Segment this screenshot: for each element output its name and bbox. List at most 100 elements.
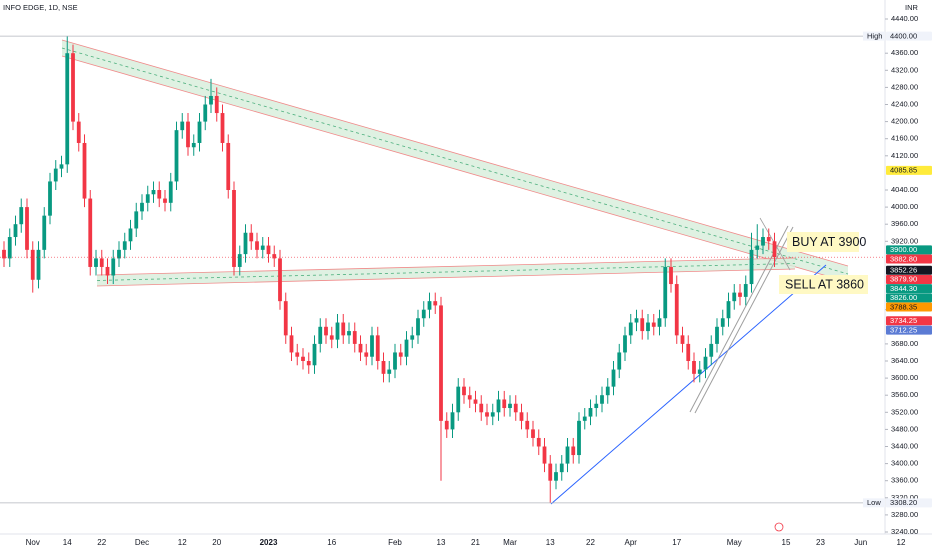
price-badge-name-box [863, 498, 885, 508]
price-badge [886, 316, 932, 326]
candle-body [755, 245, 760, 250]
x-tick-label: 17 [672, 538, 681, 547]
y-tick-label: 3520.00 [891, 407, 918, 416]
y-tick-label: 3960.00 [891, 219, 918, 228]
x-tick-label: 22 [586, 538, 595, 547]
candle-body [519, 412, 524, 421]
candle-body [203, 104, 208, 122]
candle-body [697, 369, 702, 374]
candle-body [686, 343, 691, 361]
candle-body [352, 331, 357, 344]
candle-body [611, 369, 616, 387]
candle-body [19, 207, 24, 225]
candle-body [48, 181, 52, 216]
candle-body [341, 322, 346, 336]
candle-body [134, 211, 139, 229]
candle-body [490, 412, 495, 417]
y-tick-label: 4200.00 [891, 117, 918, 126]
candle-body [427, 301, 432, 310]
y-tick-label: 3920.00 [891, 236, 918, 245]
candle-body [2, 249, 6, 259]
candle-body [617, 352, 622, 370]
y-tick-label: 4360.00 [891, 48, 918, 57]
candle-body [542, 446, 547, 464]
candle-body [163, 198, 167, 203]
candle-body [220, 113, 225, 143]
chart-title: INFO EDGE, 1D, NSE [3, 3, 78, 12]
annotation-box [787, 232, 859, 252]
candle-body [214, 95, 219, 114]
candle-body [588, 408, 593, 417]
price-badge [886, 31, 932, 41]
candle-body [13, 224, 18, 238]
candle-body [151, 190, 156, 195]
y-tick-label: 4000.00 [891, 202, 918, 211]
candle-body [502, 399, 507, 409]
y-tick-label: 3480.00 [891, 424, 918, 433]
price-badge-label: 3844.30 [890, 284, 917, 293]
candle-body [36, 249, 41, 280]
trend-line [694, 226, 794, 414]
candle-body [680, 335, 685, 344]
candle-body [25, 207, 29, 250]
candle-body [467, 395, 472, 400]
candle-body [209, 95, 213, 105]
candle-body [122, 241, 127, 250]
x-tick-label: Nov [26, 538, 40, 547]
event-icon [774, 522, 784, 532]
candle-body [456, 386, 461, 413]
y-tick-label: 4240.00 [891, 99, 918, 108]
y-tick-label: 4320.00 [891, 65, 918, 74]
x-tick-label: 23 [816, 538, 825, 547]
price-badge-label: 3900.00 [890, 245, 917, 254]
candle-body [174, 130, 179, 182]
candle-body [749, 249, 754, 285]
candle-body [554, 472, 558, 481]
x-tick-label: 13 [437, 538, 446, 547]
x-tick-label: 2023 [260, 538, 278, 547]
price-badge [886, 284, 932, 294]
candle-body [295, 352, 300, 357]
y-tick-label: 3600.00 [891, 373, 918, 382]
candle-body [329, 335, 334, 340]
candle-body [99, 258, 104, 267]
candle-body [559, 463, 564, 473]
candle-body [703, 356, 708, 370]
candle-body [479, 403, 484, 413]
candle-body [485, 412, 489, 417]
candle-body [674, 284, 679, 336]
price-badge [886, 245, 932, 255]
price-badge [886, 302, 932, 312]
x-tick-label: Mar [503, 538, 517, 547]
y-tick-label: 4440.00 [891, 14, 918, 23]
channel-edge [61, 39, 849, 267]
candle-body [53, 168, 58, 182]
channel-mid [61, 47, 849, 275]
x-tick-label: 14 [63, 538, 72, 547]
candle-body [249, 232, 254, 242]
y-tick-label: 3560.00 [891, 390, 918, 399]
candle-body [450, 412, 455, 430]
candle-body [186, 121, 190, 148]
candle-body [318, 326, 323, 344]
candle-body [381, 361, 386, 374]
candle-body [743, 284, 748, 297]
price-badge-label: 3308.20 [890, 498, 917, 507]
y-tick-label: 4120.00 [891, 151, 918, 160]
y-tick-label: 3240.00 [891, 527, 918, 536]
candle-body [766, 237, 771, 242]
x-tick-label: 16 [327, 538, 336, 547]
candle-body [439, 305, 443, 421]
y-tick-label: 3640.00 [891, 356, 918, 365]
price-badge-label: 3826.00 [890, 293, 917, 302]
candle-body [669, 266, 673, 285]
annotation-box [779, 275, 868, 294]
candle-body [398, 352, 403, 357]
candle-body [306, 361, 311, 366]
price-badge [886, 498, 932, 508]
x-tick-label: 20 [212, 538, 221, 547]
candle-body [266, 245, 271, 255]
price-badge [886, 325, 932, 335]
candle-body [582, 416, 587, 421]
